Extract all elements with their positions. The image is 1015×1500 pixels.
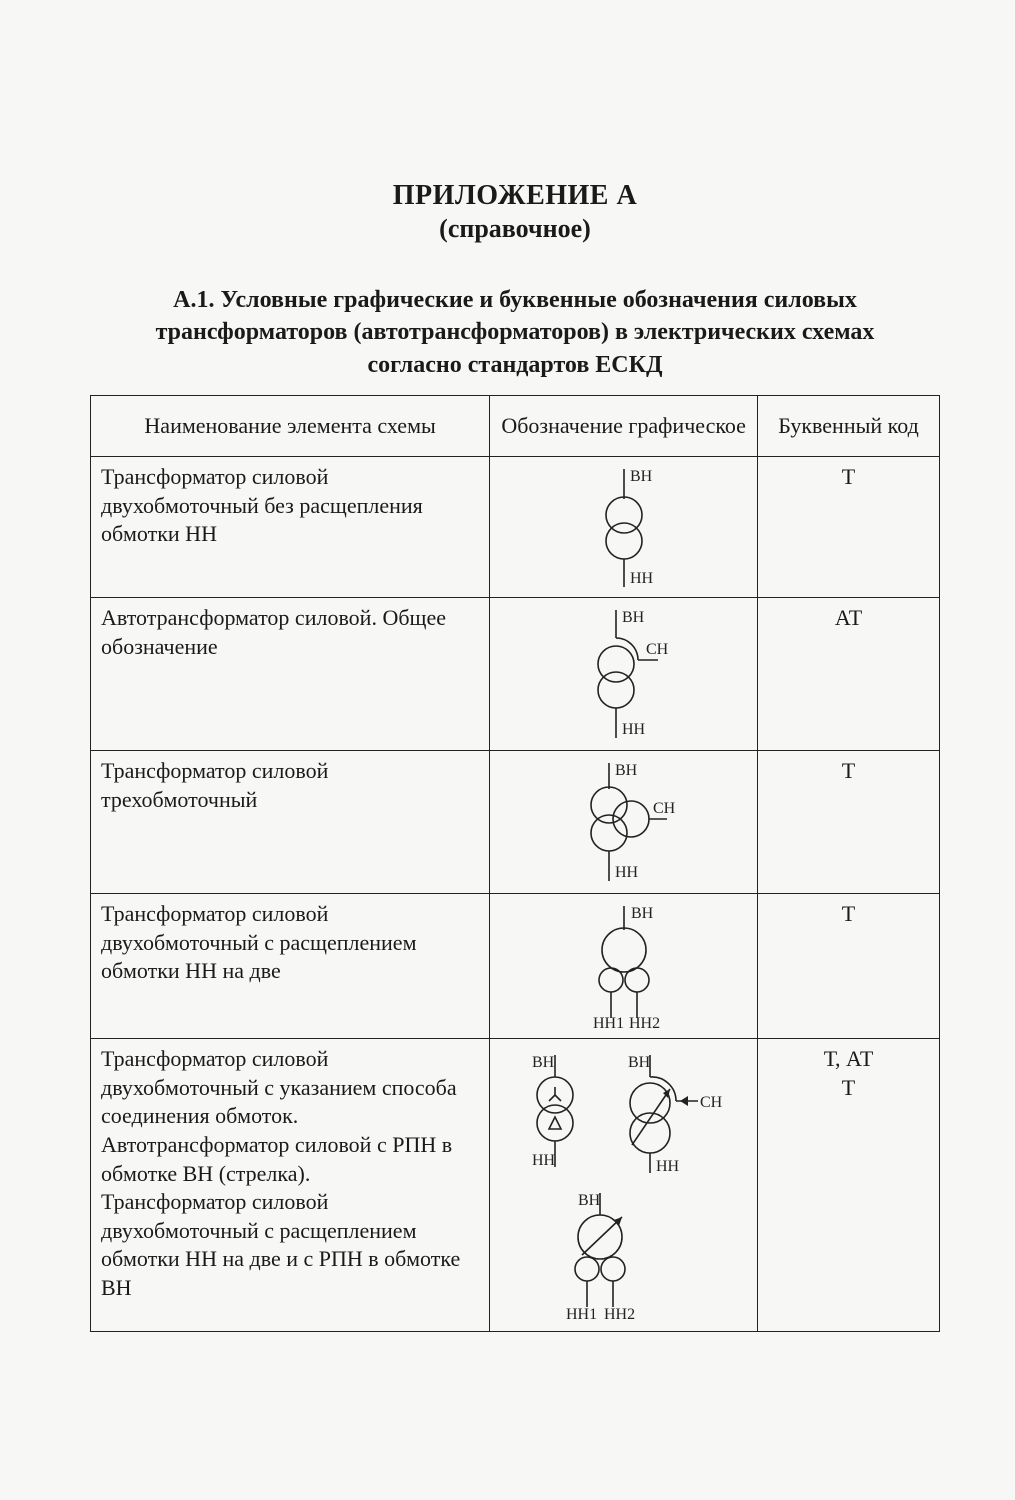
label-a-top: ВН — [532, 1054, 555, 1071]
col-header-name: Наименование элемента схемы — [91, 396, 490, 457]
label-top: ВН — [615, 762, 638, 779]
table-row: Трансформатор силовой трехобмоточный ВН — [91, 751, 940, 894]
row-name: Трансформатор силовой двухобмоточный с у… — [91, 1039, 490, 1332]
label-b-mid: СН — [700, 1094, 723, 1111]
label-a-bot: НН — [532, 1152, 556, 1169]
label-top: ВН — [631, 905, 654, 922]
label-c-bot2: НН2 — [604, 1306, 635, 1323]
row-name: Автотрансформатор силовой. Общее обознач… — [91, 598, 490, 751]
row-code: Т — [758, 751, 940, 894]
row-code: Т, АТ Т — [758, 1039, 940, 1332]
label-mid: СН — [653, 800, 676, 817]
label-top: ВН — [630, 468, 653, 485]
label-bot2: НН2 — [629, 1015, 660, 1032]
row-name: Трансформатор силовой двухобмоточный с р… — [91, 894, 490, 1039]
row-symbol: ВН НН1 НН2 — [490, 894, 758, 1039]
heading-block: ПРИЛОЖЕНИЕ А (справочное) — [90, 180, 940, 244]
transformer-three-winding-icon: ВН СН НН — [549, 757, 699, 887]
document-page: ПРИЛОЖЕНИЕ А (справочное) А.1. Условные … — [0, 0, 1015, 1500]
label-bot1: НН1 — [593, 1015, 624, 1032]
appendix-title: ПРИЛОЖЕНИЕ А — [90, 180, 940, 212]
col-header-symbol: Обозначение графическое — [490, 396, 758, 457]
label-bot: НН — [622, 721, 646, 738]
autotransformer-icon: ВН СН НН — [554, 604, 694, 744]
label-bot: НН — [615, 864, 639, 881]
label-bot: НН — [630, 570, 654, 587]
row-name: Трансформатор силовой трехобмоточный — [91, 751, 490, 894]
label-b-bot: НН — [656, 1158, 680, 1175]
table-row: Трансформатор силовой двухобмоточный с у… — [91, 1039, 940, 1332]
transformer-two-winding-icon: ВН НН — [564, 463, 684, 591]
table-row: Автотрансформатор силовой. Общее обознач… — [91, 598, 940, 751]
row-symbol: ВН СН НН — [490, 751, 758, 894]
row-code: Т — [758, 457, 940, 598]
symbols-table: Наименование элемента схемы Обозначение … — [90, 395, 940, 1332]
table-row: Трансформатор силовой двухобмоточный с р… — [91, 894, 940, 1039]
col-header-code: Буквенный код — [758, 396, 940, 457]
label-mid: СН — [646, 641, 669, 658]
row-symbol: ВН НН — [490, 457, 758, 598]
row-code: Т — [758, 894, 940, 1039]
row-symbol: ВН СН НН — [490, 598, 758, 751]
table-header-row: Наименование элемента схемы Обозначение … — [91, 396, 940, 457]
appendix-subtitle: (справочное) — [90, 214, 940, 244]
row-code: АТ — [758, 598, 940, 751]
label-top: ВН — [622, 609, 645, 626]
row-symbol: ВН НН — [490, 1039, 758, 1332]
label-c-top: ВН — [578, 1192, 601, 1209]
section-title: А.1. Условные графические и буквенные об… — [110, 284, 920, 381]
label-b-top: ВН — [628, 1054, 651, 1071]
table-row: Трансформатор силовой двухобмоточный без… — [91, 457, 940, 598]
transformer-variants-icon: ВН НН — [500, 1045, 750, 1325]
label-c-bot1: НН1 — [566, 1306, 597, 1323]
transformer-split-lv-icon: ВН НН1 НН2 — [549, 900, 699, 1032]
row-name: Трансформатор силовой двухобмоточный без… — [91, 457, 490, 598]
